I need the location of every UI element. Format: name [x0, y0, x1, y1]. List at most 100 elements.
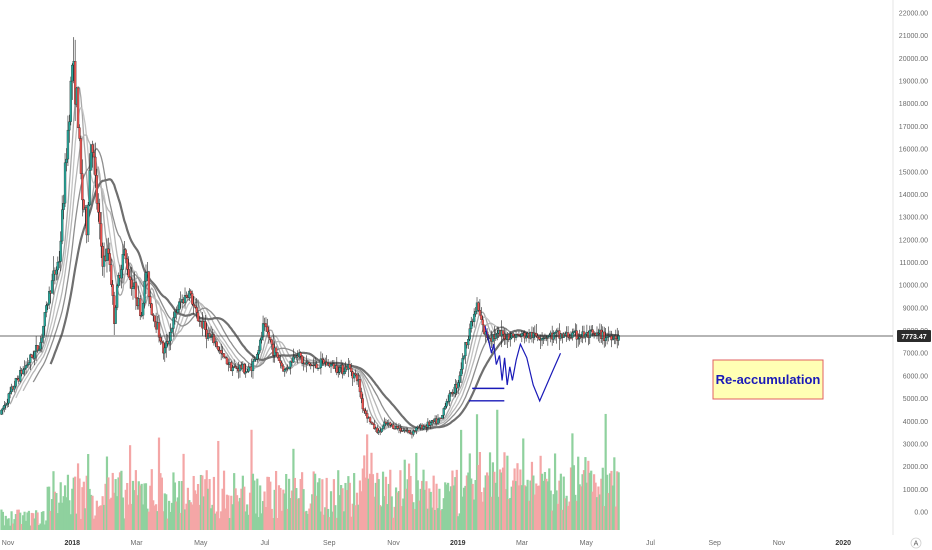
- candle-body: [183, 295, 187, 304]
- volume-bar: [491, 462, 495, 530]
- volume-bar: [582, 470, 586, 530]
- candle-body: [244, 371, 247, 374]
- volume-bar: [178, 481, 181, 530]
- candle-body: [147, 271, 151, 297]
- volume-bar: [155, 504, 158, 530]
- volume-bar: [575, 500, 578, 530]
- candle-body: [92, 152, 96, 158]
- y-tick-label: 6000.00: [903, 373, 928, 380]
- volume-bar: [246, 504, 249, 530]
- y-tick-label: 21000.00: [899, 33, 928, 40]
- candle-body: [193, 305, 197, 308]
- candle-body: [256, 353, 259, 360]
- volume-bar: [248, 492, 252, 530]
- volume-bar: [114, 479, 117, 530]
- volume-bar: [59, 482, 62, 530]
- candle-body: [264, 323, 268, 328]
- candle-body: [605, 335, 609, 339]
- candle-body: [452, 392, 456, 395]
- volume-bar: [142, 504, 145, 530]
- volume-bar: [506, 455, 509, 530]
- candle-body: [143, 280, 146, 304]
- volume-bar: [7, 518, 10, 530]
- volume-bar: [289, 498, 292, 530]
- volume-bar: [321, 479, 324, 530]
- volume-bar: [426, 508, 429, 530]
- moving-average-line: [49, 178, 619, 430]
- volume-bar: [250, 429, 253, 530]
- annotation-box[interactable]: Re-accumulation: [712, 359, 824, 400]
- volume-bar: [324, 507, 327, 530]
- volume-bar: [72, 477, 75, 530]
- volume-bar: [168, 500, 171, 530]
- candle-body: [8, 391, 12, 394]
- volume-bar: [273, 489, 276, 530]
- auto-scale-button[interactable]: A: [910, 537, 922, 549]
- volume-bar: [94, 515, 97, 530]
- candle-body: [322, 359, 325, 364]
- volume-bar: [237, 501, 240, 530]
- volume-bar: [0, 509, 3, 530]
- volume-bar: [441, 509, 444, 530]
- volume-bar: [261, 501, 265, 530]
- volume-bar: [130, 503, 133, 530]
- volume-bar: [211, 504, 214, 530]
- volume-bar: [195, 493, 198, 530]
- volume-bar: [152, 500, 155, 530]
- volume-bar: [37, 525, 41, 530]
- volume-bar: [205, 470, 208, 530]
- candle-body: [68, 121, 71, 131]
- volume-bar: [523, 485, 526, 530]
- y-tick-label: 5000.00: [903, 396, 928, 403]
- volume-bar: [354, 505, 357, 530]
- candle-body: [319, 358, 323, 368]
- candle-body: [79, 138, 83, 174]
- volume-bar: [263, 491, 266, 530]
- candle-body: [591, 329, 594, 334]
- candle-body: [178, 301, 181, 310]
- volume-bar: [516, 463, 519, 530]
- projection-path[interactable]: [484, 325, 562, 403]
- volume-bar: [425, 481, 428, 530]
- volume-bar: [50, 499, 54, 530]
- volume-bar: [606, 474, 609, 530]
- volume-bar: [353, 473, 356, 530]
- time-axis[interactable]: Nov 2018 Mar May Jul Sep Nov 2019 Mar May Jul Sep No…: [2, 540, 851, 547]
- moving-average-line: [15, 106, 620, 433]
- candle-body: [318, 367, 321, 369]
- candle-body: [352, 373, 356, 379]
- candle-body: [100, 223, 103, 247]
- volume-bar: [480, 491, 483, 530]
- volume-bar: [19, 512, 22, 530]
- volume-bar: [392, 517, 395, 530]
- volume-bar: [221, 488, 224, 530]
- volume-bar: [17, 509, 20, 530]
- candle-body: [389, 422, 392, 426]
- candle-body: [81, 173, 84, 201]
- volume-bar: [30, 512, 33, 530]
- x-tick-label: Sep: [708, 540, 721, 547]
- volume-bar: [617, 472, 620, 530]
- candle-body: [55, 269, 58, 275]
- volume-bar: [62, 496, 65, 530]
- volume-bar: [607, 493, 610, 530]
- y-tick-label: 4000.00: [903, 419, 928, 426]
- volume-bar: [315, 495, 318, 530]
- candle-body: [617, 335, 620, 341]
- candle-body: [192, 304, 195, 306]
- candle-body: [381, 425, 385, 430]
- volume-bar: [351, 503, 354, 530]
- volume-bar: [532, 475, 535, 530]
- volume-bar: [123, 518, 126, 530]
- volume-bar: [188, 500, 191, 530]
- volume-bar: [364, 477, 367, 530]
- candle-body: [222, 353, 226, 358]
- candle-body: [267, 331, 271, 338]
- price-axis[interactable]: 22000.00 21000.00 20000.00 19000.00 18000.00…: [899, 11, 928, 517]
- volume-bar: [332, 479, 336, 530]
- volume-bar: [487, 475, 490, 530]
- candle-body: [415, 427, 418, 432]
- projection-drawing[interactable]: [468, 325, 562, 403]
- volume-bar: [368, 473, 372, 530]
- candle-body: [69, 80, 72, 122]
